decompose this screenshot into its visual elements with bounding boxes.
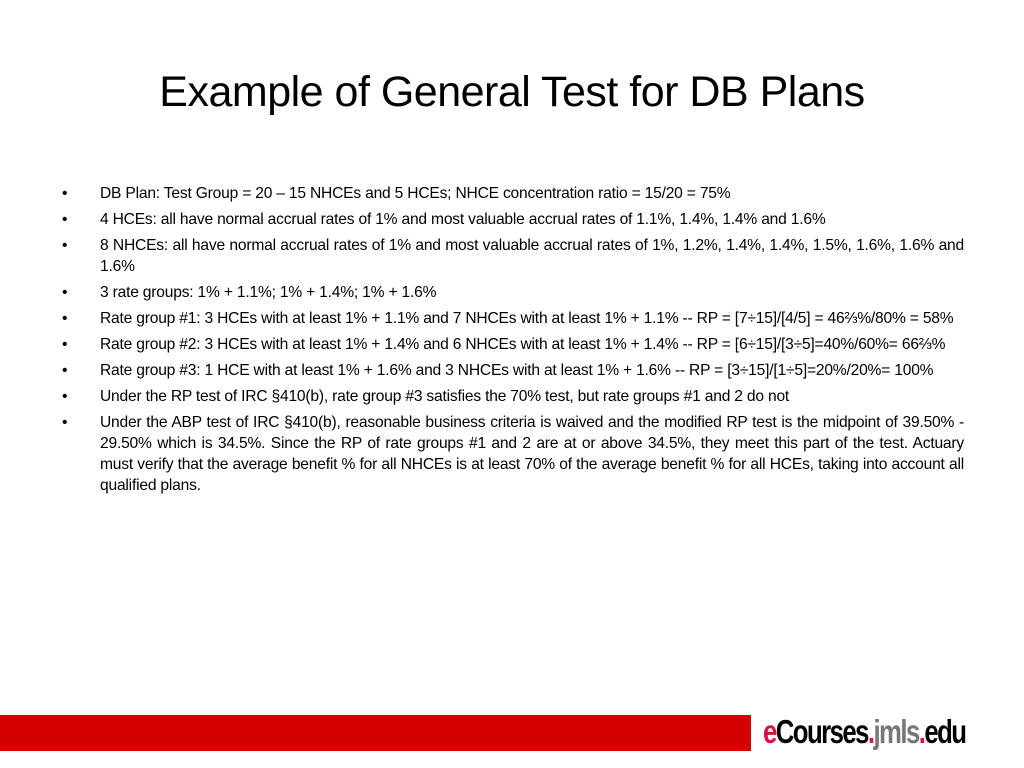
bullet-icon: • [62, 414, 68, 431]
bullet-item: • 3 rate groups: 1% + 1.1%; 1% + 1.4%; 1%… [62, 284, 437, 301]
bullet-item: • Rate group #2: 3 HCEs with at least 1% … [62, 336, 946, 353]
bullet-item: • Rate group #3: 1 HCE with at least 1% +… [62, 362, 934, 379]
bullet-icon: • [62, 284, 68, 301]
ecourses-logo: eCourses.jmls.edu [763, 713, 967, 750]
bullet-icon: • [62, 362, 68, 379]
bullet-item: • 8 NHCEs: all have normal accrual rates … [62, 237, 964, 275]
footer-red-bar [0, 715, 751, 751]
bullet-icon: • [62, 237, 68, 254]
bullet-item: • Under the ABP test of IRC §410(b), reas… [62, 414, 964, 494]
bullet-icon: • [62, 211, 68, 228]
slide-title: Example of General Test for DB Plans [159, 68, 865, 116]
bullet-item: • Under the RP test of IRC §410(b), rate … [62, 388, 790, 405]
bullet-icon: • [62, 310, 68, 327]
bullet-list: • DB Plan: Test Group = 20 – 15 NHCEs and… [62, 183, 964, 501]
bullet-item: • 4 HCEs: all have normal accrual rates o… [62, 211, 826, 228]
bullet-item: • DB Plan: Test Group = 20 – 15 NHCEs and… [62, 185, 731, 202]
bullet-icon: • [62, 336, 68, 353]
bullet-icon: • [62, 185, 68, 202]
bullet-item: • Rate group #1: 3 HCEs with at least 1% … [62, 310, 954, 327]
bullet-icon: • [62, 388, 68, 405]
